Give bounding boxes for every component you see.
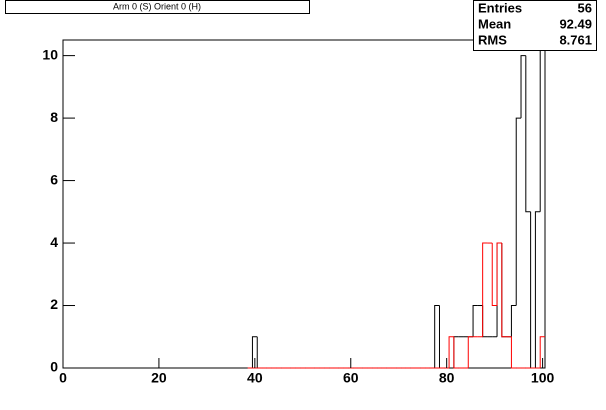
stats: Entries 56 Mean 92.49 RMS 8.761 [478,0,592,47]
stats-box [473,0,597,51]
histogram-bin [448,336,454,368]
histogram-bin [496,242,502,306]
histogram-bin [515,117,522,306]
x-tick-label: 0 [59,370,67,386]
stat-value: 92.49 [559,16,592,31]
histogram-bin [501,243,507,338]
x-tick-label: 80 [439,370,455,386]
y-tick-label: 2 [50,296,58,312]
stat-value: 56 [578,0,592,15]
stat-label: Mean [478,16,511,31]
histogram-bin [472,305,478,337]
y-tick-label: 6 [50,171,58,187]
histogram-bin [482,242,488,337]
histogram-bin [510,305,517,337]
histogram-bin [434,305,440,368]
histogram-bin [539,336,545,368]
stat-value: 8.761 [559,32,592,47]
histogram-bin [510,336,517,369]
chart-title: Arm 0 (S) Orient 0 (H) [113,1,201,11]
histogram-bin [520,55,526,119]
y-tick-label: 10 [42,46,58,62]
stat-label: Entries [478,0,522,15]
histogram-bin [467,336,474,368]
y-tick-label: 8 [50,109,58,125]
stat-label: RMS [478,32,507,47]
title-box [5,0,310,14]
x-tick-label: 100 [531,370,555,386]
histogram-bin [534,211,541,368]
x-tick-label: 40 [247,370,263,386]
y-tick-label: 4 [50,234,58,250]
x-tick-label: 60 [343,370,359,386]
histogram-bin [251,336,258,368]
histogram-bin [539,40,541,212]
histogram-bin [453,336,459,369]
x-tick-label: 20 [151,370,167,386]
histogram-bin [491,243,498,307]
histogram-bin [525,55,531,213]
y-tick-label: 0 [50,359,58,375]
